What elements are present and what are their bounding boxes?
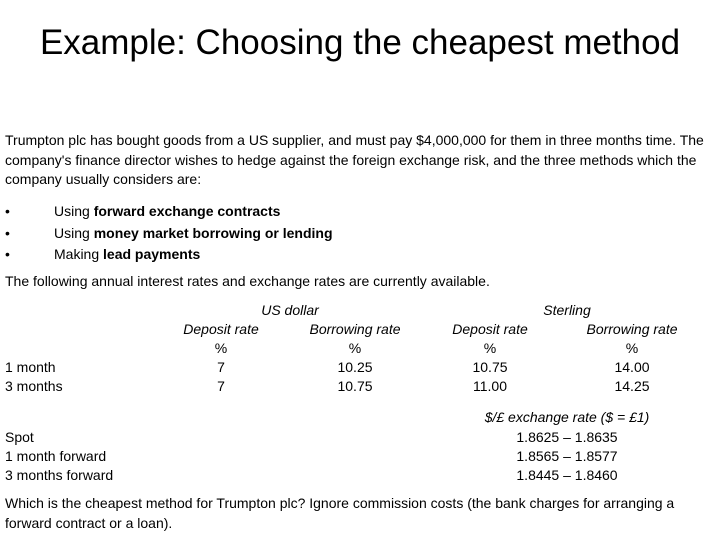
group-header: Sterling [543, 302, 591, 318]
unit: % [214, 340, 228, 356]
unit: % [483, 340, 497, 356]
exchange-heading: $/£ exchange rate ($ = £1) [484, 409, 650, 425]
cell: 10.75 [337, 378, 373, 394]
cell: 7 [217, 359, 225, 375]
bullet-bold: forward exchange contracts [93, 203, 281, 219]
bullet-text: Making lead payments [54, 244, 200, 264]
column-header: Borrowing rate [586, 321, 678, 337]
rate: 1.8445 – 1.8460 [516, 467, 618, 483]
bullet-dot: • [5, 224, 10, 241]
cell: 11.00 [473, 378, 507, 394]
question-text: Which is the cheapest method for Trumpto… [5, 495, 675, 531]
rate: 1.8565 – 1.8577 [516, 448, 618, 464]
row-label: 3 months forward [5, 467, 114, 483]
cell: 10.75 [472, 359, 508, 375]
unit: % [348, 340, 362, 356]
column-header: Borrowing rate [309, 321, 401, 337]
unit: % [625, 340, 639, 356]
bullet-bold: lead payments [103, 246, 201, 262]
bullet-bold: money market borrowing or lending [93, 224, 333, 241]
bullet-prefix: Making [54, 246, 100, 262]
bullet-prefix: Using [54, 203, 90, 219]
cell: 14.00 [614, 359, 650, 375]
rates-intro: The following annual interest rates and … [5, 273, 490, 289]
bullet-dot: • [5, 203, 10, 219]
bullet-dot: • [5, 246, 10, 262]
column-header: Deposit rate [183, 321, 259, 337]
cell: 10.25 [337, 359, 373, 375]
rate: 1.8625 – 1.8635 [516, 429, 618, 445]
row-label: 1 month [5, 359, 56, 375]
row-label: 1 month forward [5, 448, 107, 464]
cell: 7 [217, 378, 225, 394]
bullet-prefix: Using [54, 224, 90, 241]
intro-text: Trumpton plc has bought goods from a US … [5, 132, 704, 187]
title: Example: Choosing the cheapest method [39, 23, 681, 62]
row-label: 3 months [5, 378, 63, 394]
group-header: US dollar [261, 302, 319, 318]
column-header: Deposit rate [452, 321, 528, 337]
cell: 14.25 [614, 378, 650, 394]
bullet-text: Using money market borrowing or lending [54, 223, 333, 243]
bullet-text: Using forward exchange contracts [54, 201, 280, 221]
row-label: Spot [5, 429, 34, 445]
